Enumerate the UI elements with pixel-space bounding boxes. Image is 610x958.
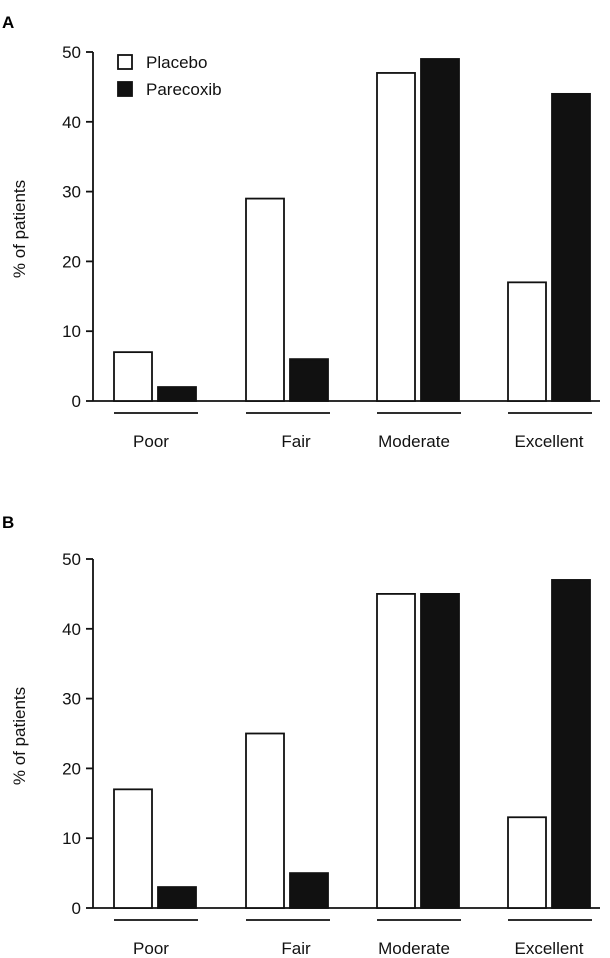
category-label-poor: Poor [133, 939, 169, 958]
plot-area-b: 0 10 20 30 40 50 Poor Fair Moderate Excellent [62, 550, 600, 958]
y-tick-label: 20 [62, 252, 81, 271]
category-label-fair: Fair [281, 939, 311, 958]
category-label-fair: Fair [281, 432, 311, 451]
bar-parecoxib-poor [157, 886, 197, 909]
y-tick-label: 50 [62, 43, 81, 62]
bar-parecoxib-excellent [551, 579, 591, 909]
bar-placebo-fair [245, 197, 285, 402]
bar-placebo-moderate [376, 593, 416, 909]
bar-parecoxib-poor [157, 386, 197, 402]
bar-placebo-excellent [507, 281, 547, 402]
legend-a: Placebo Parecoxib [117, 53, 222, 99]
y-tick-label: 0 [72, 392, 81, 411]
y-tick-label: 30 [62, 183, 81, 202]
legend-label-placebo: Placebo [146, 53, 207, 72]
panel-a: A % of patients 0 10 20 30 40 50 Poor Fair Moder… [2, 13, 600, 451]
y-tick-label: 40 [62, 113, 81, 132]
y-axis-title-a: % of patients [10, 180, 29, 278]
y-axis-title-b: % of patients [10, 687, 29, 785]
legend-swatch-parecoxib [117, 81, 133, 97]
category-label-moderate: Moderate [378, 432, 450, 451]
bar-parecoxib-excellent [551, 92, 591, 402]
bar-placebo-moderate [376, 72, 416, 402]
y-tick-label: 0 [72, 899, 81, 918]
y-tick-label: 50 [62, 550, 81, 569]
category-label-excellent: Excellent [515, 939, 584, 958]
bar-placebo-excellent [507, 816, 547, 909]
bar-parecoxib-fair [289, 358, 329, 402]
category-label-moderate: Moderate [378, 939, 450, 958]
bar-parecoxib-moderate [420, 58, 460, 402]
panel-letter-b: B [2, 513, 14, 532]
plot-area-a: 0 10 20 30 40 50 Poor Fair Moderate Excellent [62, 43, 600, 451]
bar-placebo-poor [113, 351, 153, 402]
legend-label-parecoxib: Parecoxib [146, 80, 222, 99]
bar-placebo-fair [245, 732, 285, 909]
bar-parecoxib-moderate [420, 593, 460, 909]
bar-parecoxib-fair [289, 872, 329, 909]
panel-letter-a: A [2, 13, 14, 32]
y-tick-label: 30 [62, 690, 81, 709]
y-tick-label: 40 [62, 620, 81, 639]
legend-swatch-placebo [117, 54, 133, 70]
category-label-excellent: Excellent [515, 432, 584, 451]
bar-placebo-poor [113, 788, 153, 909]
y-tick-label: 10 [62, 322, 81, 341]
category-label-poor: Poor [133, 432, 169, 451]
panel-b: B % of patients 0 10 20 30 40 50 Poor Fair Moder… [2, 513, 600, 958]
y-tick-label: 10 [62, 829, 81, 848]
y-tick-label: 20 [62, 759, 81, 778]
